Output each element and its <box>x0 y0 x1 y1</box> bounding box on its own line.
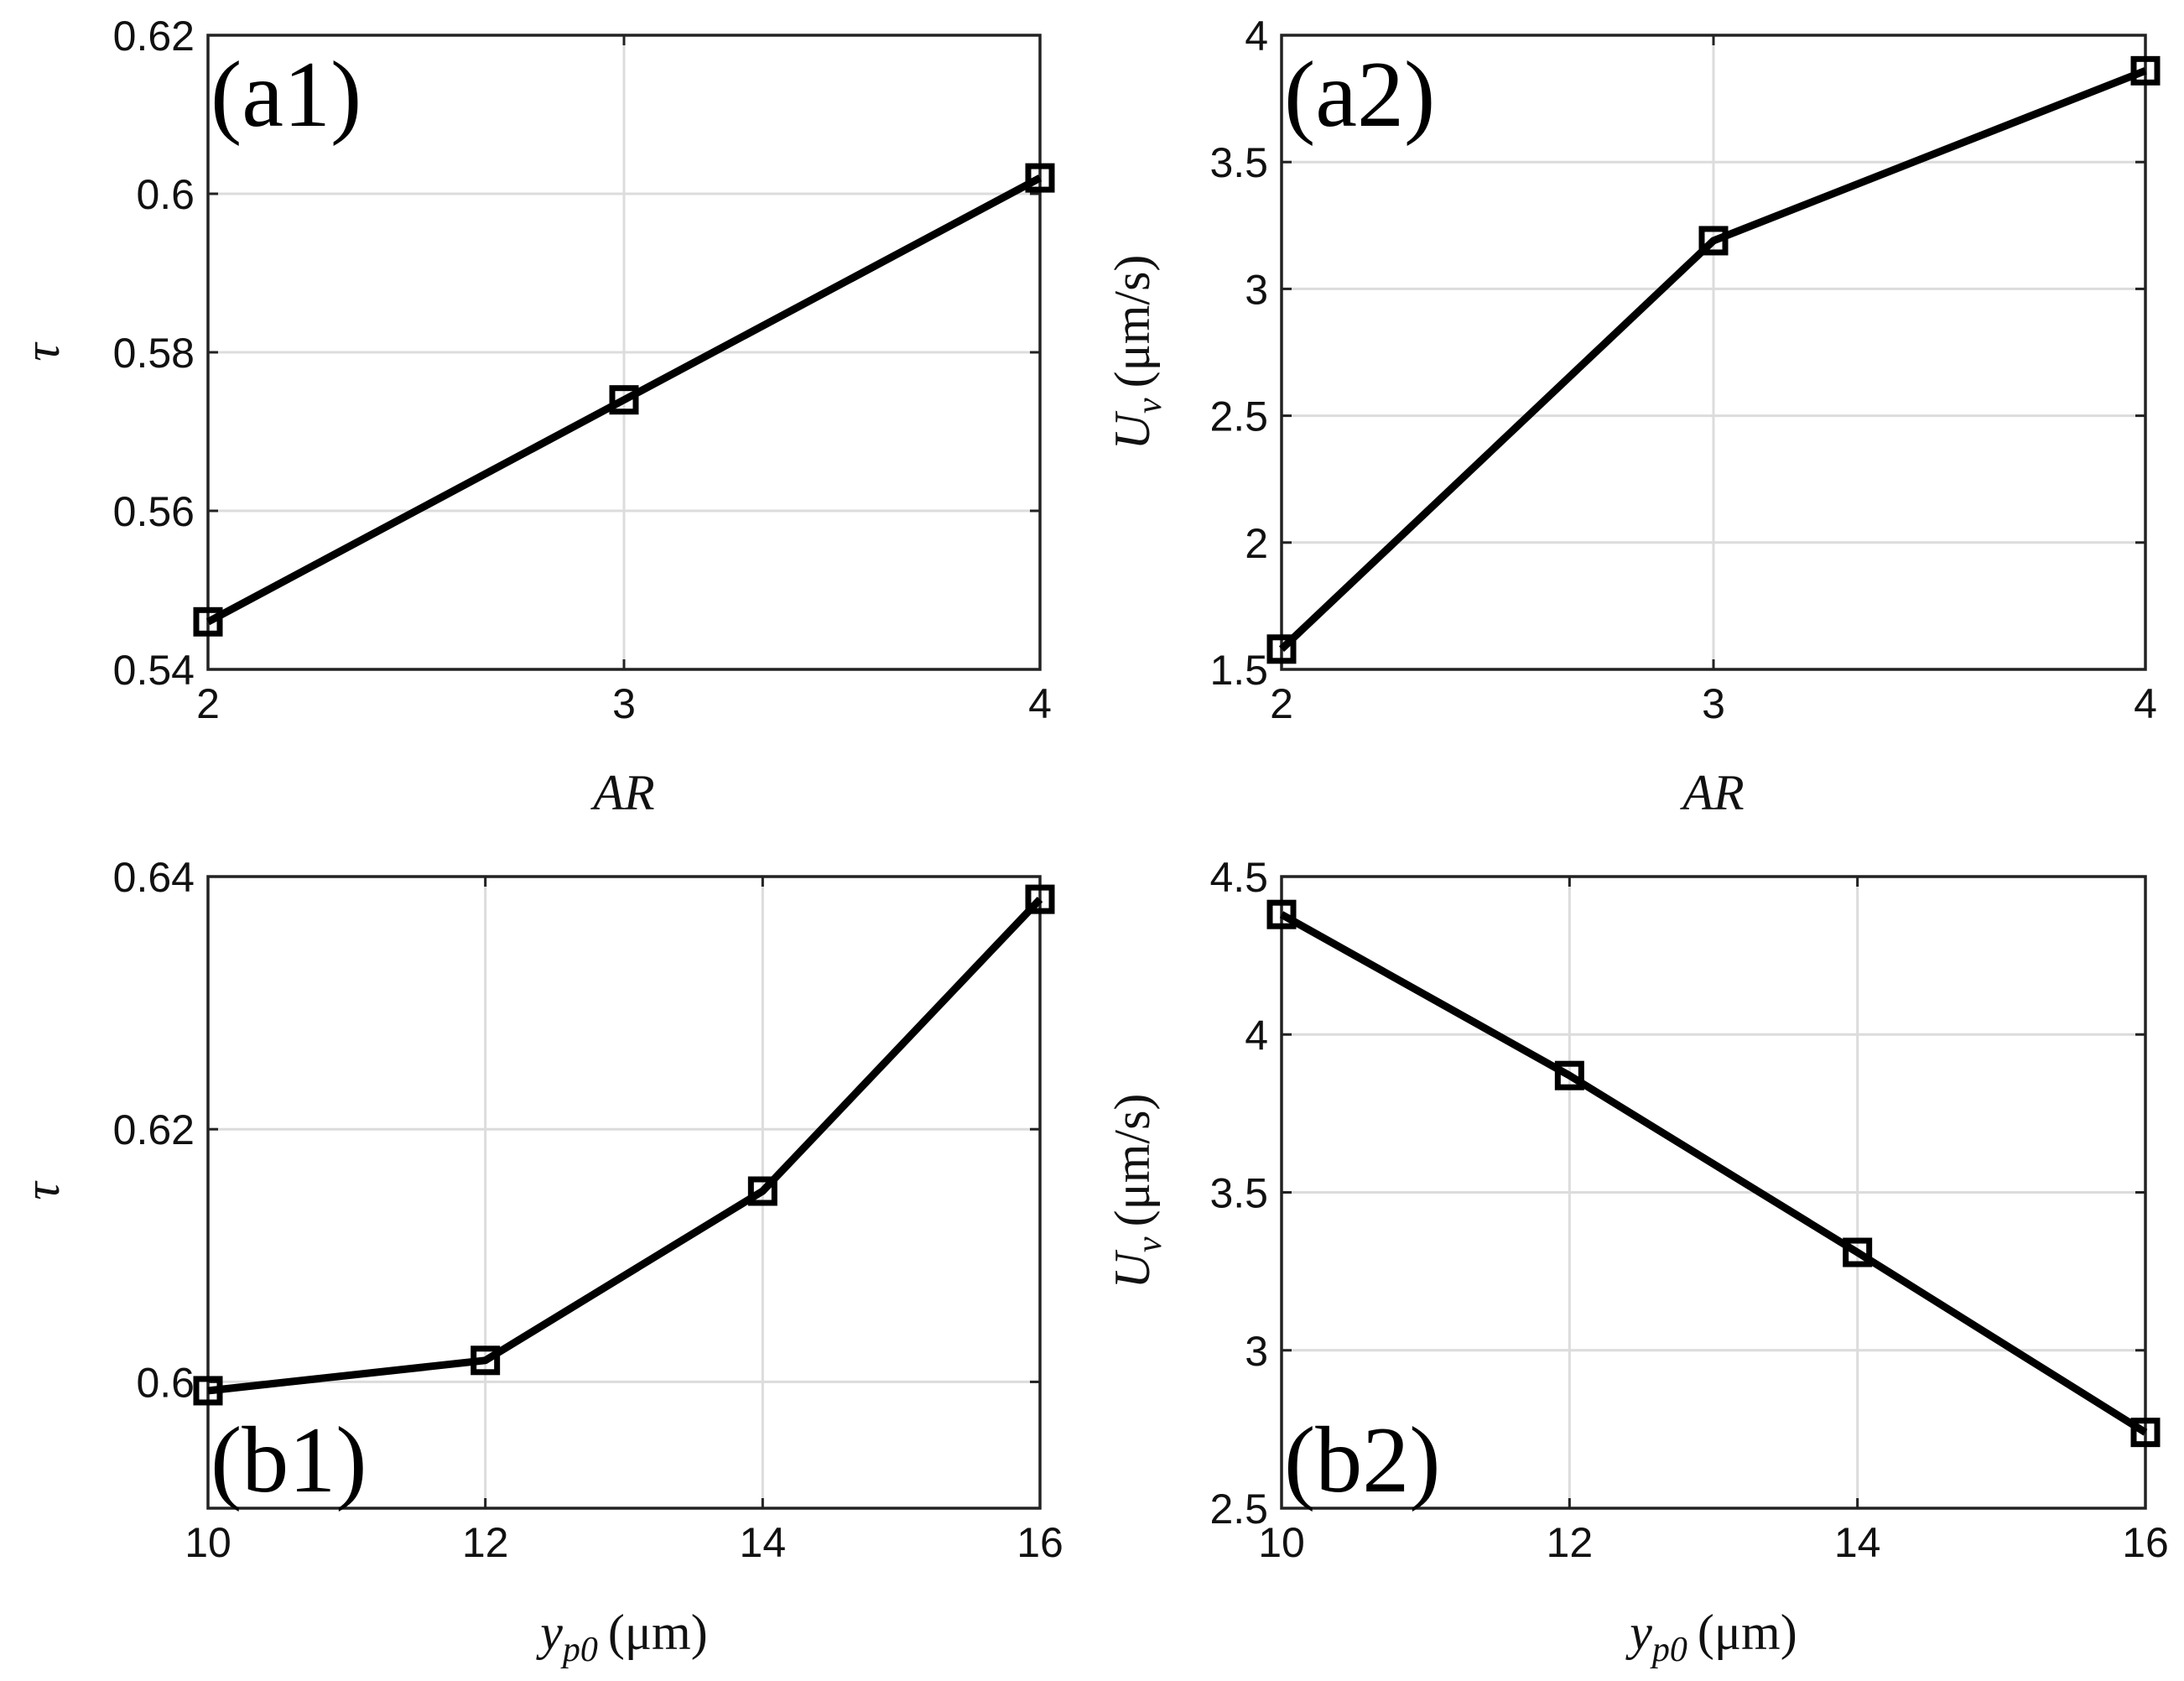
y-tick-label-b2: 2.5 <box>1209 1486 1268 1533</box>
x-tick-label-a2: 3 <box>1702 680 1725 727</box>
panel-b2: 10 12 14 16 2.5 3 3.5 4 4.5 (b2) yp0 (μm) Uv(μm/s… <box>1105 854 2169 1669</box>
axes-frame-b1 <box>206 875 1042 1510</box>
x-axis-label-a1: AR <box>590 765 654 820</box>
data-point-a1 <box>193 606 223 637</box>
ticks-a1: 2 3 4 0.54 0.56 0.58 0.6 0.62 <box>113 13 1052 727</box>
data-point-b2 <box>1554 1060 1584 1090</box>
y-axis-label-b1: τ <box>14 1180 70 1200</box>
panel-label-b2: (b2) <box>1284 1408 1441 1512</box>
panel-b1: 10 12 14 16 0.6 0.62 0.64 (b1) yp0 (μm) τ <box>14 854 1063 1669</box>
x-axis-label-a2: AR <box>1679 765 1744 820</box>
x-tick-label-b2: 10 <box>1258 1519 1305 1566</box>
series-line-b2 <box>1279 911 2148 1436</box>
data-point-a1 <box>1025 163 1055 193</box>
data-point-a2 <box>2130 55 2161 86</box>
y-axis-label-b2: Uv(μm/s) <box>1105 1094 1169 1289</box>
data-point-a2 <box>1266 634 1297 664</box>
y-tick-label-b2: 4.5 <box>1209 854 1268 901</box>
x-tick-label-b2: 12 <box>1547 1519 1594 1566</box>
x-tick-label-a2: 4 <box>2134 680 2157 727</box>
y-tick-label-a2: 3 <box>1245 266 1268 313</box>
marks-b1 <box>193 884 1055 1406</box>
data-point-b2 <box>1266 899 1297 929</box>
series-line-a2 <box>1278 67 2147 653</box>
panel-label-b1: (b1) <box>211 1408 367 1512</box>
grid-b2 <box>1282 877 2145 1508</box>
y-tick-label-a2: 4 <box>1245 13 1268 60</box>
data-point-b2 <box>1843 1237 1873 1267</box>
y-tick-label-a1: 0.62 <box>113 13 195 60</box>
ticks-a2: 2 3 41.522.533.54 <box>1209 13 2156 727</box>
y-tick-label-a1: 0.54 <box>113 647 195 694</box>
panel-label-a2: (a2) <box>1284 43 1435 147</box>
data-point-b1 <box>747 1176 777 1206</box>
marks-a1 <box>193 163 1055 637</box>
x-tick-label-b1: 14 <box>740 1519 787 1566</box>
data-point-b1 <box>193 1376 223 1406</box>
y-axis-label-a1: τ <box>14 341 70 362</box>
marks-b2 <box>1266 899 2161 1448</box>
y-tick-label-b1: 0.64 <box>113 854 195 901</box>
series-line-b1 <box>207 897 1043 1395</box>
x-tick-label-a1: 2 <box>196 680 220 727</box>
panel-a2: 2 3 41.522.533.54 (a2) AR Uv(μm/s) <box>1105 13 2161 820</box>
x-tick-label-b2: 16 <box>2122 1519 2169 1566</box>
x-tick-label-b1: 16 <box>1017 1519 1063 1566</box>
x-tick-label-b1: 10 <box>185 1519 231 1566</box>
y-tick-label-a2: 1.5 <box>1209 647 1268 694</box>
grid-a1 <box>208 35 1040 669</box>
x-tick-label-a1: 3 <box>612 680 636 727</box>
y-tick-label-a2: 3.5 <box>1209 139 1268 186</box>
y-tick-label-b2: 3.5 <box>1209 1170 1268 1217</box>
y-tick-label-b1: 0.6 <box>136 1359 195 1406</box>
panel-label-a1: (a1) <box>211 43 361 147</box>
y-tick-label-a2: 2 <box>1245 520 1268 567</box>
panel-a1: 2 3 4 0.54 0.56 0.58 0.6 0.62 (a1) AR τ <box>14 13 1055 820</box>
data-point-b1 <box>1025 884 1055 914</box>
y-tick-label-b1: 0.62 <box>113 1106 195 1153</box>
data-point-a2 <box>1698 226 1729 256</box>
ticks-b2: 10 12 14 16 2.5 3 3.5 4 4.5 <box>1209 854 2168 1566</box>
y-axis-label-a2: Uv(μm/s) <box>1105 255 1169 450</box>
marks-a2 <box>1266 55 2161 664</box>
grid-a2 <box>1282 35 2145 669</box>
ticks-b1: 10 12 14 16 0.6 0.62 0.64 <box>113 854 1063 1566</box>
y-tick-label-b2: 3 <box>1245 1328 1268 1375</box>
y-tick-label-a1: 0.56 <box>113 488 195 535</box>
data-point-b1 <box>471 1345 501 1376</box>
x-axis-label-b2: yp0 (μm) <box>1625 1605 1797 1669</box>
x-tick-label-a2: 2 <box>1270 680 1293 727</box>
series-line-a1 <box>205 174 1043 626</box>
y-tick-label-a1: 0.6 <box>136 171 195 218</box>
y-tick-label-b2: 4 <box>1245 1012 1268 1059</box>
x-tick-label-b1: 12 <box>462 1519 509 1566</box>
x-axis-label-b1: yp0 (μm) <box>535 1605 707 1669</box>
data-point-b2 <box>2130 1418 2161 1448</box>
x-tick-label-b2: 14 <box>1834 1519 1881 1566</box>
data-point-a1 <box>609 385 639 415</box>
y-tick-label-a1: 0.58 <box>113 330 195 377</box>
x-tick-label-a1: 4 <box>1028 680 1052 727</box>
y-tick-label-a2: 2.5 <box>1209 393 1268 440</box>
